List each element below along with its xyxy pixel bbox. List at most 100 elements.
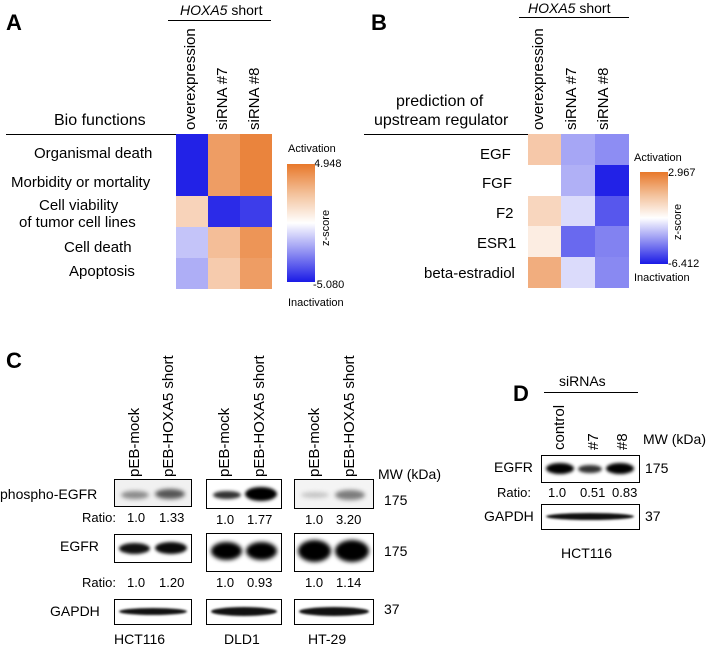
panel-b-legend-top: Activation: [634, 152, 682, 164]
band: [335, 540, 369, 562]
panel-c-ratio-label-2: Ratio:: [82, 575, 116, 590]
panel-c-blot-ht29-phospho: [294, 479, 374, 509]
panel-c-ratio-label-1: Ratio:: [82, 510, 116, 525]
panel-d-row-gapdh: GAPDH: [484, 508, 534, 524]
panel-a-header-line: [6, 134, 272, 135]
panel-d-mw-header: MW (kDa): [643, 431, 706, 447]
panel-c-blot-dld1-egfr: [206, 533, 282, 572]
panel-a-legend-top: Activation: [288, 143, 336, 155]
panel-c-ratio-hct116-egfr-0: 1.0: [127, 575, 146, 590]
panel-c-blot-dld1-gapdh: [206, 599, 282, 625]
panel-a-row-label-1: Morbidity or mortality: [11, 174, 151, 191]
panel-b-group-label: HOXA5 short: [528, 0, 610, 16]
band: [578, 465, 602, 473]
panel-a-row-label-4: Apoptosis: [69, 263, 135, 280]
band: [155, 542, 187, 554]
panel-d-lane-7: #7: [585, 433, 602, 450]
panel-c-ratio-hct116-phospho-0: 1.0: [127, 510, 146, 525]
panel-a-heatmap-cell: [176, 227, 208, 258]
panel-b-heatmap-cell: [594, 164, 629, 196]
panel-c-mw-egfr: 175: [384, 543, 408, 559]
panel-a-heatmap-cell: [176, 196, 208, 227]
panel-c-row-gapdh: GAPDH: [50, 603, 100, 619]
panel-d-ratio-0: 1.0: [548, 485, 567, 500]
panel-a-heatmap-cell: [208, 227, 240, 258]
panel-c-ratio-ht29-phospho-1: 3.20: [336, 512, 362, 527]
panel-a-legend-axis: z-score: [320, 209, 332, 246]
panel-b-col-sirna7: siRNA #7: [563, 67, 580, 130]
panel-a-group-rest: short: [227, 2, 263, 18]
panel-a-heatmap-cell: [208, 134, 240, 165]
panel-b-heatmap-cell: [528, 226, 562, 258]
panel-a-heatmap-cell: [208, 196, 240, 227]
panel-d-row-egfr: EGFR: [494, 459, 533, 475]
band: [299, 607, 369, 616]
panel-d-group-line: [544, 392, 638, 393]
panel-b-col-overexpression: overexpression: [530, 28, 547, 130]
panel-a-row-label-2a: Cell viability: [39, 197, 119, 214]
panel-a-heatmap: [176, 134, 272, 289]
panel-d-ratio-label: Ratio:: [497, 485, 531, 500]
panel-a-legend-min: -5.080: [313, 279, 345, 291]
band: [119, 608, 187, 615]
panel-b-col-sirna8: siRNA #8: [595, 67, 612, 130]
panel-c-ratio-hct116-egfr-1: 1.20: [159, 575, 185, 590]
panel-b-row-label-1: FGF: [482, 175, 512, 192]
band: [211, 542, 242, 560]
panel-c-row-egfr: EGFR: [60, 538, 99, 554]
band: [546, 513, 634, 520]
panel-b-heatmap-cell: [594, 134, 629, 165]
panel-d-mw-egfr: 175: [645, 460, 669, 476]
panel-a-heatmap-cell: [208, 258, 240, 289]
panel-c-lane-ht29-mock: pEB-mock: [306, 407, 323, 477]
panel-d-mw-gapdh: 37: [645, 508, 661, 524]
panel-c-blot-hct116-phospho: [114, 479, 192, 507]
panel-a-row-label-2b: of tumor cell lines: [19, 214, 136, 231]
band: [298, 540, 331, 562]
panel-a-heatmap-cell: [240, 196, 272, 227]
band: [246, 542, 277, 560]
panel-b-legend-bottom: Inactivation: [634, 272, 690, 284]
panel-b-heatmap-cell: [561, 226, 596, 258]
panel-a-group-label: HOXA5 short: [180, 2, 262, 18]
panel-c-blot-ht29-egfr: [294, 533, 374, 572]
panel-d-blot-gapdh: [541, 504, 640, 530]
band: [119, 543, 150, 554]
panel-b-heatmap-cell: [528, 257, 562, 289]
panel-a-heatmap-cell: [176, 134, 208, 165]
panel-a-row-label-3: Cell death: [64, 239, 132, 256]
panel-d-group-label: siRNAs: [559, 373, 606, 389]
panel-c-blot-dld1-phospho: [206, 479, 282, 509]
panel-d-ratio-2: 0.83: [612, 485, 638, 500]
panel-c-letter: C: [6, 348, 22, 373]
panel-a-colorbar: [287, 164, 315, 282]
panel-a-heatmap-cell: [208, 165, 240, 196]
panel-a-heatmap-cell: [176, 258, 208, 289]
panel-b-row-label-2: F2: [496, 205, 514, 222]
panel-c-lane-dld1-hoxa5: pEB-HOXA5 short: [251, 355, 268, 477]
panel-c-lane-dld1-mock: pEB-mock: [216, 407, 233, 477]
panel-a-heatmap-cell: [240, 134, 272, 165]
band: [155, 489, 185, 499]
panel-b-heatmap-cell: [528, 134, 562, 165]
panel-b-legend-min: -6.412: [668, 258, 700, 270]
panel-b-heatmap-cell: [594, 257, 629, 289]
panel-a-letter: A: [6, 10, 22, 35]
panel-c-mw-phospho: 175: [384, 492, 408, 508]
panel-b-header-line: [364, 134, 628, 135]
panel-b-heatmap-cell: [528, 195, 562, 227]
panel-c-lane-ht29-hoxa5: pEB-HOXA5 short: [341, 355, 358, 477]
band: [211, 607, 277, 616]
panel-c-ratio-ht29-egfr-1: 1.14: [336, 575, 362, 590]
panel-c-blot-ht29-gapdh: [294, 599, 374, 625]
panel-b-heatmap-cell: [561, 195, 596, 227]
panel-d-letter: D: [513, 381, 529, 406]
panel-a-legend-bottom: Inactivation: [288, 297, 344, 309]
panel-b-heatmap-cell: [594, 195, 629, 227]
panel-d-lane-control: control: [551, 404, 568, 450]
panel-c-mw-header: MW (kDa): [378, 466, 441, 482]
panel-c-ratio-dld1-egfr-0: 1.0: [216, 575, 235, 590]
panel-b-group-rest: short: [575, 0, 611, 16]
panel-b-heatmap-cell: [561, 257, 596, 289]
panel-b-row-label-0: EGF: [480, 146, 511, 163]
